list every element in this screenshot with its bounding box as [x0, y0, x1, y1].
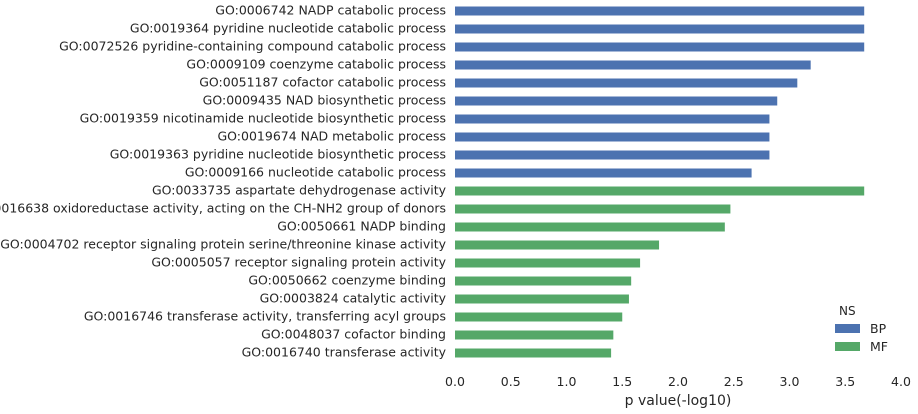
category-label: GO:0009109 coenzyme catabolic process [186, 57, 446, 72]
bar-6 [455, 114, 770, 124]
bar-11 [455, 204, 731, 214]
category-label: GO:0004702 receptor signaling protein se… [0, 237, 446, 252]
x-tick-labels-group: 0.0 0.5 1.0 1.5 2.0 2.5 3.0 3.5 4.0 [445, 374, 911, 389]
legend-title: NS [839, 304, 856, 318]
category-label: GO:0033735 aspartate dehydrogenase activ… [152, 183, 447, 198]
bar-8 [455, 150, 770, 160]
category-label: GO:0019359 nicotinamide nucleotide biosy… [80, 111, 446, 126]
category-label: GO:0019363 pyridine nucleotide biosynthe… [110, 147, 446, 162]
category-label: GO:0072526 pyridine-containing compound … [59, 39, 446, 54]
x-tick-label: 0.0 [445, 374, 465, 389]
bar-10 [455, 186, 865, 196]
category-labels-group: GO:0006742 NADP catabolic process GO:0019… [0, 3, 447, 360]
bar-12 [455, 222, 725, 232]
category-label: GO:0006742 NADP catabolic process [215, 3, 446, 18]
bar-2 [455, 42, 865, 52]
category-label: GO:0005057 receptor signaling protein ac… [151, 255, 446, 270]
category-label: GO:0050662 coenzyme binding [248, 273, 446, 288]
legend-label-bp: BP [870, 321, 887, 336]
bar-4 [455, 78, 798, 88]
legend-label-mf: MF [870, 339, 888, 354]
x-tick-label: 0.5 [501, 374, 521, 389]
bar-18 [455, 330, 614, 340]
category-label: GO:0019674 NAD metabolic process [218, 129, 447, 144]
category-label: GO:0016746 transferase activity, transfe… [84, 309, 446, 324]
bar-19 [455, 348, 612, 358]
category-label: GO:0048037 cofactor binding [261, 327, 446, 342]
category-label: GO:0019364 pyridine nucleotide catabolic… [130, 21, 446, 36]
x-tick-label: 2.5 [724, 374, 744, 389]
bar-7 [455, 132, 770, 142]
bar-17 [455, 312, 623, 322]
x-tick-label: 3.0 [780, 374, 800, 389]
x-tick-label: 3.5 [835, 374, 855, 389]
category-label: GO:0050661 NADP binding [277, 219, 446, 234]
bar-9 [455, 168, 752, 178]
bar-0 [455, 6, 865, 16]
category-label: GO:0003824 catalytic activity [260, 291, 447, 306]
bar-5 [455, 96, 778, 106]
x-axis-label: p value(-log10) [625, 393, 732, 409]
x-tick-label: 1.0 [557, 374, 577, 389]
category-label: GO:0009166 nucleotide catabolic process [185, 165, 446, 180]
x-tick-label: 4.0 [891, 374, 911, 389]
bar-15 [455, 276, 632, 286]
x-tick-label: 1.5 [612, 374, 632, 389]
bars-group [455, 6, 865, 358]
category-label: GO:0009435 NAD biosynthetic process [203, 93, 446, 108]
bar-16 [455, 294, 629, 304]
bar-13 [455, 240, 660, 250]
legend-swatch-bp [835, 324, 860, 333]
x-tick-label: 2.0 [668, 374, 688, 389]
category-label: GO:0016638 oxidoreductase activity, acti… [0, 201, 446, 216]
legend-swatch-mf [835, 342, 860, 351]
category-label: GO:0016740 transferase activity [242, 345, 447, 360]
bar-3 [455, 60, 811, 70]
bar-14 [455, 258, 641, 268]
legend: NS BP MF [835, 304, 888, 354]
bar-1 [455, 24, 865, 34]
category-label: GO:0051187 cofactor catabolic process [199, 75, 446, 90]
